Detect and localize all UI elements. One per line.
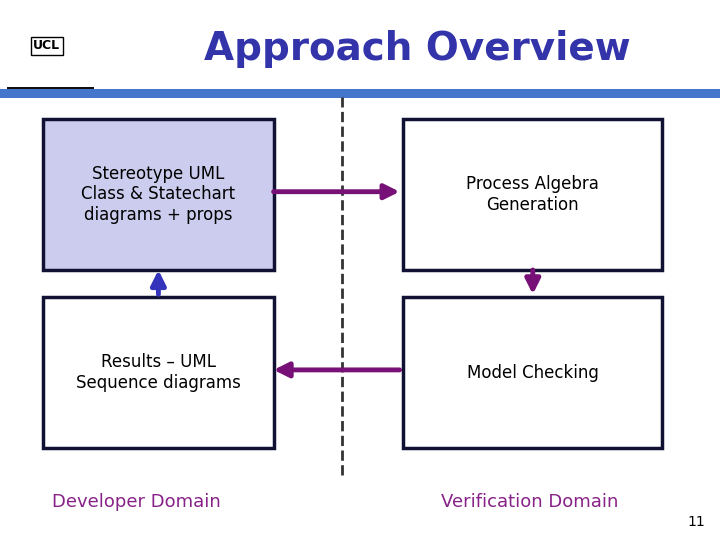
Text: Model Checking: Model Checking: [467, 363, 599, 382]
Text: Approach Overview: Approach Overview: [204, 30, 631, 68]
Text: Process Algebra
Generation: Process Algebra Generation: [467, 175, 599, 214]
FancyBboxPatch shape: [43, 297, 274, 448]
FancyBboxPatch shape: [7, 87, 94, 89]
Text: UCL: UCL: [33, 39, 60, 52]
Text: 11: 11: [688, 515, 706, 529]
FancyBboxPatch shape: [403, 119, 662, 270]
FancyBboxPatch shape: [43, 119, 274, 270]
Text: Verification Domain: Verification Domain: [441, 493, 618, 511]
FancyBboxPatch shape: [0, 89, 720, 98]
Text: Developer Domain: Developer Domain: [53, 493, 221, 511]
Text: Results – UML
Sequence diagrams: Results – UML Sequence diagrams: [76, 353, 240, 392]
FancyBboxPatch shape: [403, 297, 662, 448]
Text: Stereotype UML
Class & Statechart
diagrams + props: Stereotype UML Class & Statechart diagra…: [81, 165, 235, 224]
